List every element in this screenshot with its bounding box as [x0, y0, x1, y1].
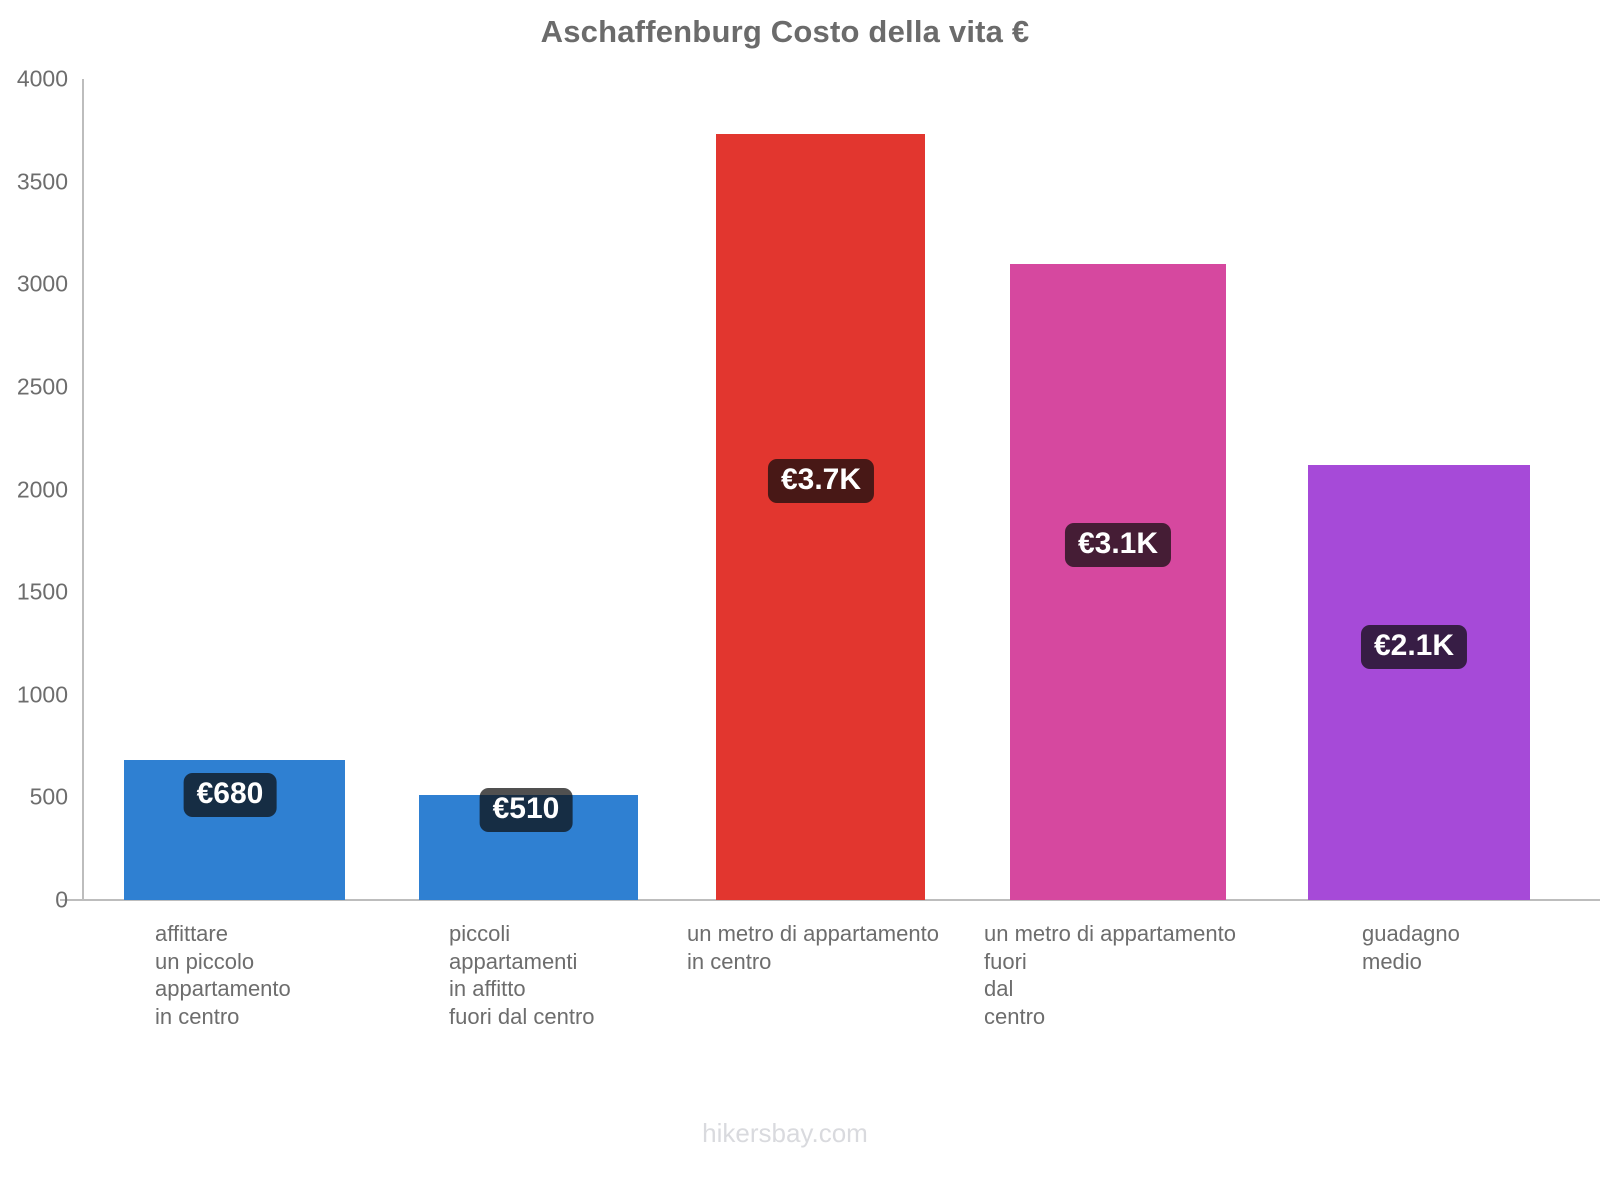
y-axis-tick-500: 500 — [29, 783, 68, 810]
y-axis-tick-3000: 3000 — [16, 270, 68, 297]
y-axis-tick-3500: 3500 — [16, 168, 68, 195]
x-axis-label-guadagno-medio: guadagno medio — [1362, 921, 1460, 974]
y-axis-tick-4000: 4000 — [16, 65, 68, 92]
y-axis-tick-1500: 1500 — [16, 578, 68, 605]
x-axis-line — [60, 899, 1600, 901]
bar-value-label-un-metro-di-appartamento-fuori-dal-centro: €3.1K — [1064, 523, 1172, 567]
bar-value-label-affittare-un-piccolo-appartamento-in-centro: €680 — [183, 773, 277, 817]
x-axis-label-affittare-un-piccolo-appartamento-in-centro: affittare un piccolo appartamento in cen… — [155, 921, 291, 1029]
y-axis-tick-0: 0 — [55, 886, 68, 913]
bar-un-metro-di-appartamento-fuori-dal-centro[interactable] — [1010, 263, 1226, 900]
bar-value-label-piccoli-appartamenti-in-affitto-fuori-dal-centro: €510 — [479, 788, 573, 832]
bar-guadagno-medio[interactable] — [1308, 464, 1530, 900]
y-axis-tick-1000: 1000 — [16, 681, 68, 708]
bar-value-label-guadagno-medio: €2.1K — [1360, 625, 1468, 669]
footer-watermark: hikersbay.com — [702, 1118, 868, 1148]
bar-un-metro-di-appartamento-in-centro[interactable] — [716, 134, 925, 900]
chart-title: Aschaffenburg Costo della vita € — [540, 14, 1030, 49]
x-axis-label-un-metro-di-appartamento-in-centro: un metro di appartamento in centro — [687, 921, 939, 974]
bar-value-label-un-metro-di-appartamento-in-centro: €3.7K — [767, 459, 875, 503]
y-axis-line — [82, 79, 84, 901]
y-axis-tick-2500: 2500 — [16, 373, 68, 400]
x-axis-label-piccoli-appartamenti-in-affitto-fuori-dal-centro: piccoli appartamenti in affitto fuori da… — [449, 921, 595, 1029]
x-axis-label-un-metro-di-appartamento-fuori-dal-centro: un metro di appartamento fuori dal centr… — [984, 921, 1236, 1029]
y-axis-tick-2000: 2000 — [16, 476, 68, 502]
